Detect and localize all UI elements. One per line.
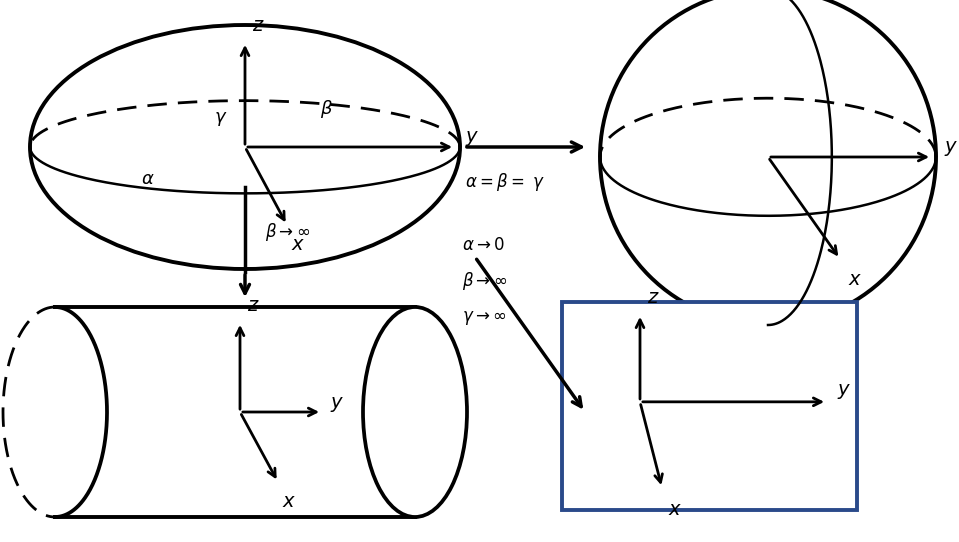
Text: $z$: $z$ — [647, 288, 660, 307]
Circle shape — [600, 0, 936, 325]
Text: $\beta$: $\beta$ — [320, 98, 333, 120]
Text: $y$: $y$ — [465, 130, 480, 149]
Text: $\gamma$: $\gamma$ — [214, 110, 227, 128]
Text: $z$: $z$ — [252, 16, 265, 35]
Text: $y$: $y$ — [944, 139, 958, 158]
Ellipse shape — [363, 307, 467, 517]
Ellipse shape — [30, 25, 460, 269]
Text: $\gamma\rightarrow\infty$: $\gamma\rightarrow\infty$ — [462, 309, 506, 327]
Text: $y$: $y$ — [330, 395, 344, 414]
Text: $x$: $x$ — [291, 235, 305, 254]
Text: $\alpha=\beta=\ \gamma$: $\alpha=\beta=\ \gamma$ — [465, 171, 545, 193]
Text: $y$: $y$ — [837, 382, 852, 401]
Text: $x$: $x$ — [668, 500, 682, 519]
Text: $x$: $x$ — [282, 492, 296, 511]
Bar — [562, 302, 857, 510]
Text: $\beta\rightarrow\infty$: $\beta\rightarrow\infty$ — [265, 221, 310, 243]
Text: $x$: $x$ — [848, 270, 862, 289]
Text: $\beta\rightarrow\infty$: $\beta\rightarrow\infty$ — [462, 270, 507, 292]
Text: $z$: $z$ — [247, 296, 260, 315]
Text: $\alpha$: $\alpha$ — [141, 170, 155, 188]
Text: $\alpha\rightarrow 0$: $\alpha\rightarrow 0$ — [462, 236, 504, 254]
